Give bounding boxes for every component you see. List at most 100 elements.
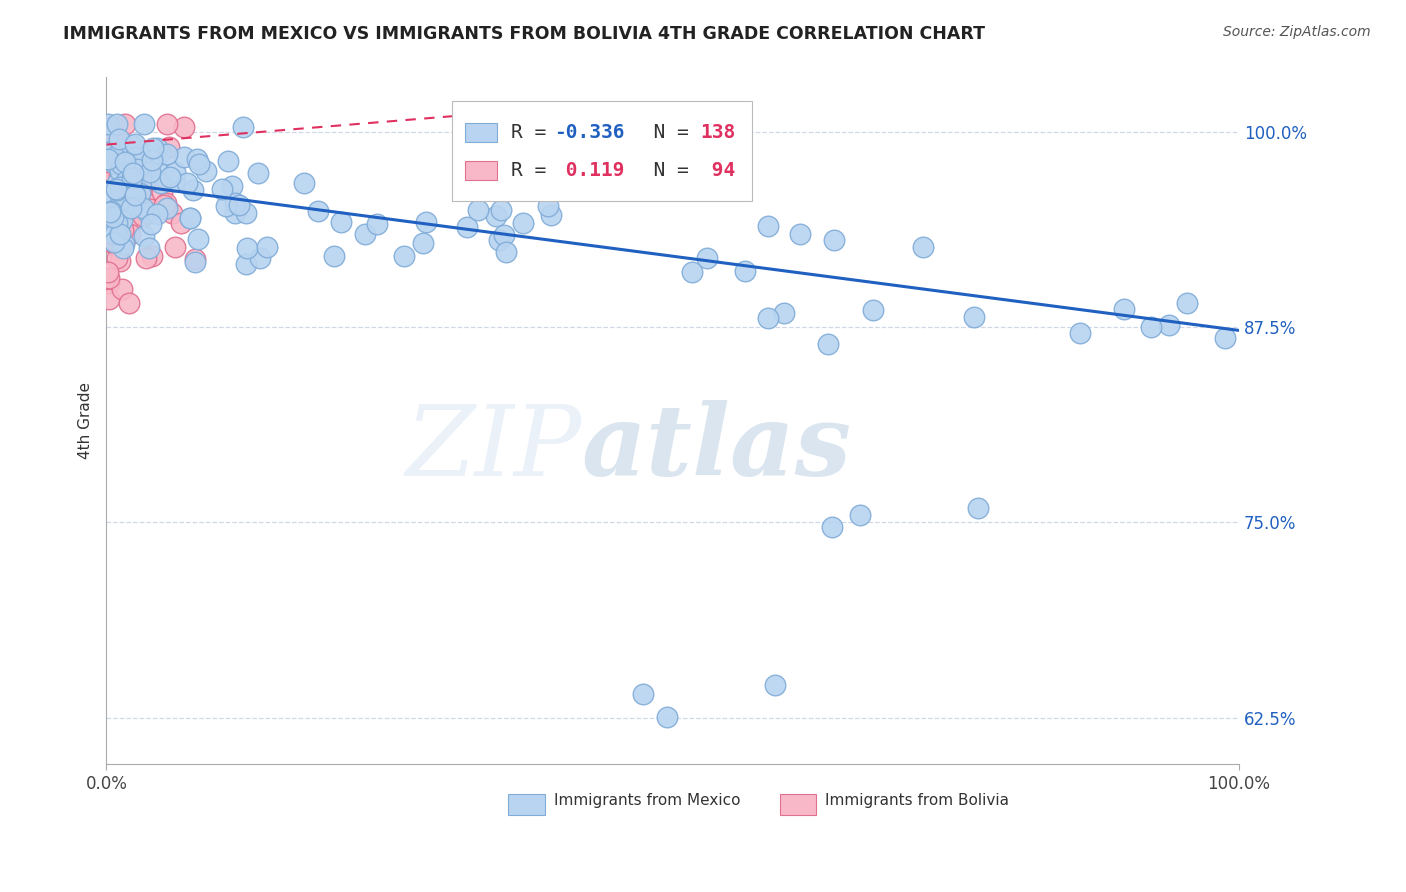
Point	[97, 276, 120, 290]
Point	[97, 136, 120, 150]
Point	[111, 212, 134, 227]
Point	[121, 200, 143, 214]
Point	[150, 185, 173, 199]
Point	[224, 195, 246, 210]
Point	[108, 158, 131, 172]
Point	[849, 508, 872, 523]
Point	[173, 120, 195, 134]
FancyBboxPatch shape	[451, 102, 752, 201]
Point	[488, 233, 510, 247]
Point	[152, 198, 174, 212]
Point	[756, 219, 779, 234]
Text: atlas: atlas	[582, 401, 852, 497]
Point	[107, 228, 129, 243]
Point	[681, 264, 703, 278]
Point	[112, 241, 135, 255]
Point	[773, 306, 796, 320]
Point	[97, 211, 120, 225]
Point	[124, 169, 146, 184]
Point	[101, 195, 124, 210]
Point	[107, 198, 129, 212]
Point	[105, 167, 128, 181]
Point	[97, 198, 120, 212]
Point	[187, 232, 209, 246]
Point	[100, 233, 122, 247]
Point	[105, 186, 128, 200]
Point	[1112, 302, 1135, 317]
Point	[97, 185, 120, 199]
Point	[97, 292, 120, 306]
Point	[134, 228, 156, 243]
Point	[1069, 326, 1091, 341]
Point	[228, 198, 250, 212]
Point	[108, 216, 131, 230]
Point	[98, 194, 121, 209]
Point	[97, 207, 120, 221]
Point	[115, 203, 138, 218]
Text: 138: 138	[700, 123, 735, 142]
FancyBboxPatch shape	[465, 123, 498, 142]
Point	[823, 233, 845, 247]
Point	[249, 251, 271, 265]
Point	[112, 190, 135, 204]
FancyBboxPatch shape	[509, 794, 544, 814]
Point	[121, 180, 143, 194]
Point	[112, 167, 135, 181]
Point	[330, 214, 353, 228]
Point	[195, 163, 218, 178]
Point	[107, 132, 129, 146]
Point	[537, 199, 560, 213]
Point	[235, 206, 257, 220]
Point	[124, 150, 146, 164]
Point	[141, 249, 163, 263]
Point	[247, 166, 270, 180]
Point	[911, 240, 934, 254]
Point	[149, 145, 172, 160]
Point	[631, 687, 654, 701]
Point	[121, 215, 143, 229]
Point	[138, 202, 160, 216]
Point	[817, 336, 839, 351]
Point	[114, 231, 136, 245]
Text: 94: 94	[700, 161, 735, 179]
Point	[157, 140, 180, 154]
Text: Immigrants from Bolivia: Immigrants from Bolivia	[825, 793, 1010, 807]
Text: N =: N =	[630, 161, 700, 179]
Point	[156, 117, 179, 131]
Text: N =: N =	[630, 123, 700, 142]
Point	[97, 128, 120, 142]
Point	[108, 243, 131, 257]
Point	[128, 186, 150, 201]
Point	[103, 235, 125, 249]
Point	[98, 146, 121, 161]
Point	[134, 194, 156, 208]
Point	[139, 217, 162, 231]
Point	[110, 227, 132, 242]
Point	[163, 174, 186, 188]
Text: Source: ZipAtlas.com: Source: ZipAtlas.com	[1223, 25, 1371, 39]
Point	[221, 178, 243, 193]
Point	[131, 158, 153, 172]
Point	[232, 120, 254, 134]
Point	[146, 207, 169, 221]
Point	[98, 175, 121, 189]
Point	[117, 193, 139, 207]
Point	[98, 194, 121, 209]
Point	[103, 149, 125, 163]
Point	[412, 235, 434, 250]
Point	[118, 186, 141, 201]
Point	[1157, 318, 1180, 332]
Point	[235, 257, 257, 271]
Point	[156, 147, 179, 161]
Point	[97, 147, 120, 161]
Point	[97, 264, 120, 278]
Point	[485, 209, 508, 223]
Point	[136, 206, 159, 220]
Point	[104, 188, 127, 202]
Point	[100, 140, 122, 154]
Point	[97, 185, 120, 199]
Point	[366, 217, 388, 231]
Point	[821, 520, 844, 534]
Point	[132, 210, 155, 224]
Point	[183, 252, 205, 266]
